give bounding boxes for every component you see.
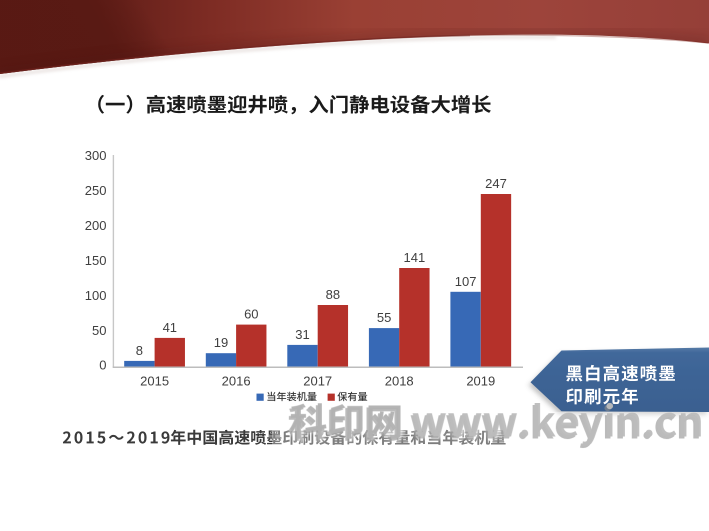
svg-text:8: 8 [136, 343, 143, 358]
svg-text:0: 0 [99, 358, 106, 373]
svg-text:2018: 2018 [385, 374, 414, 389]
svg-text:19: 19 [214, 335, 228, 350]
svg-text:2017: 2017 [303, 374, 332, 389]
svg-text:50: 50 [92, 323, 106, 338]
svg-text:31: 31 [295, 327, 309, 342]
svg-text:2015: 2015 [140, 374, 169, 389]
svg-text:250: 250 [85, 183, 107, 198]
svg-text:55: 55 [377, 310, 391, 325]
svg-text:88: 88 [326, 287, 340, 302]
svg-text:107: 107 [455, 274, 477, 289]
svg-text:200: 200 [85, 218, 107, 233]
svg-text:60: 60 [244, 307, 258, 322]
svg-text:41: 41 [163, 320, 177, 335]
svg-text:100: 100 [85, 288, 107, 303]
svg-text:150: 150 [85, 253, 107, 268]
svg-text:2019: 2019 [466, 374, 495, 389]
svg-text:247: 247 [485, 176, 507, 191]
svg-text:141: 141 [404, 250, 426, 265]
svg-text:2016: 2016 [222, 374, 251, 389]
svg-text:300: 300 [85, 148, 107, 163]
